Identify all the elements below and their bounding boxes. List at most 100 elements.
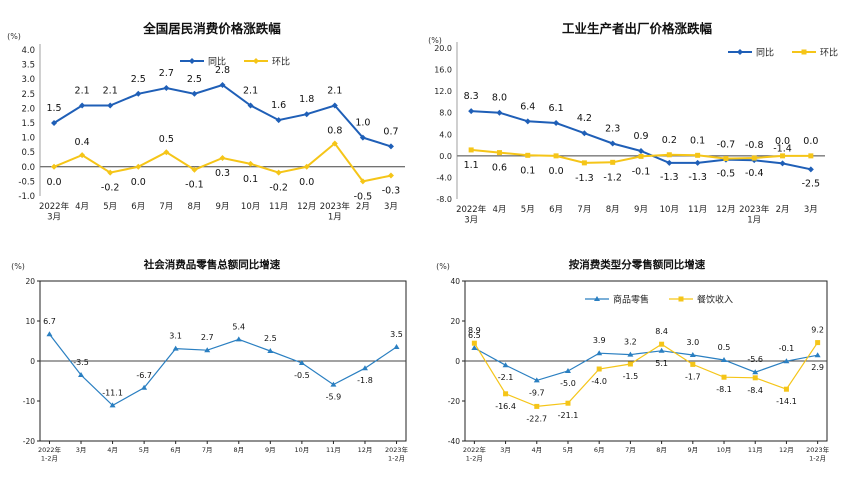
data-point: [565, 400, 571, 406]
data-point: [219, 82, 226, 89]
x-tick-label: 7月: [159, 202, 173, 212]
x-tick-label: 9月: [265, 446, 276, 454]
data-label: 6.4: [520, 101, 535, 112]
data-point: [163, 149, 170, 156]
x-tick-label: 4月: [531, 446, 542, 454]
data-label: -0.1: [185, 180, 204, 191]
data-point: [247, 102, 254, 109]
data-point: [533, 377, 540, 383]
x-tick-label: 9月: [687, 446, 698, 454]
data-point: [666, 152, 672, 158]
data-point: [690, 361, 696, 367]
data-label: -22.7: [526, 414, 547, 423]
data-label: 0.0: [549, 166, 564, 177]
data-label: 8.3: [464, 91, 479, 102]
y-tick-label: 1.0: [21, 134, 35, 144]
x-tick-label: 11月: [269, 202, 288, 212]
data-point: [387, 172, 394, 179]
data-point: [721, 374, 727, 380]
data-point: [695, 152, 701, 158]
data-point: [596, 366, 602, 372]
data-label: 0.1: [243, 174, 258, 185]
data-label: 4.2: [577, 113, 592, 124]
data-point: [752, 375, 758, 381]
x-tick-label: 3月: [47, 213, 61, 223]
x-tick-label: 3月: [76, 446, 87, 454]
data-label: -0.2: [101, 183, 120, 194]
data-point: [638, 153, 644, 159]
data-label: -0.1: [779, 344, 795, 353]
x-tick-label: 5月: [521, 205, 535, 215]
data-point: [359, 134, 366, 141]
x-tick-label: 2022年: [38, 445, 62, 454]
data-label: -2.1: [498, 373, 514, 382]
data-point: [581, 160, 587, 166]
data-label: 2.7: [201, 333, 214, 342]
y-tick-label: 0.0: [21, 163, 35, 173]
x-tick-label: 1-2月: [41, 455, 58, 463]
data-point: [638, 148, 644, 155]
data-point: [303, 111, 310, 118]
data-point: [107, 102, 114, 109]
data-label: 2.7: [159, 68, 174, 79]
data-point: [163, 84, 170, 91]
x-tick-label: 9月: [216, 202, 230, 212]
data-label: 8.4: [655, 327, 668, 336]
data-label: 9.2: [811, 326, 824, 335]
x-tick-label: 12月: [297, 202, 316, 212]
y-tick-label: 1.5: [21, 119, 35, 129]
data-point: [172, 345, 179, 351]
x-tick-label: 12月: [358, 446, 373, 454]
data-point: [564, 368, 571, 373]
x-tick-label: 2023年: [806, 445, 830, 454]
data-point: [359, 178, 366, 185]
x-tick-label: 3月: [384, 202, 398, 212]
data-point: [814, 352, 821, 358]
x-tick-label: 4月: [75, 202, 89, 212]
data-label: 0.2: [662, 135, 677, 146]
data-label: 2.8: [215, 65, 230, 76]
x-tick-label: 10月: [294, 446, 309, 454]
legend-marker: [678, 296, 684, 302]
y-tick-label: 3.5: [21, 61, 35, 71]
y-tick-label: -10: [23, 397, 35, 406]
x-tick-label: 11月: [326, 446, 341, 454]
y-tick-label: -1.0: [18, 192, 35, 202]
x-tick-label: 2022年: [463, 445, 487, 454]
data-point: [807, 166, 814, 173]
x-tick-label: 5月: [139, 446, 150, 454]
data-label: -21.1: [558, 411, 579, 420]
data-label: 0.8: [327, 125, 342, 136]
data-label: -2.5: [802, 178, 821, 189]
data-label: 3.5: [390, 330, 403, 339]
data-label: 0.0: [803, 136, 818, 147]
data-label: -0.3: [382, 186, 401, 197]
data-label: -1.2: [603, 172, 622, 183]
x-tick-label: 12月: [716, 205, 735, 215]
data-label: 3.9: [593, 336, 606, 345]
x-tick-label: 10月: [717, 446, 732, 454]
data-point: [808, 153, 814, 159]
x-tick-label: 4月: [107, 446, 118, 454]
chart-title: 按消费类型分零售额同比增速: [569, 258, 706, 271]
data-label: -0.8: [745, 140, 764, 151]
y-tick-label: 0.0: [439, 152, 452, 161]
data-point: [751, 155, 757, 161]
y-tick-label: 20: [450, 317, 460, 326]
x-tick-label: 2023年: [385, 445, 409, 454]
ppi-chart: 工业生产者出厂价格涨跌幅 (%)20.0 16.0 12.0 8.0 4.0 0.0 -4.0…: [428, 21, 838, 226]
data-label: -1.3: [688, 172, 707, 183]
data-point: [51, 120, 58, 126]
data-label: -5.0: [560, 379, 576, 388]
x-tick-label: 2023年: [739, 204, 770, 215]
data-point: [658, 347, 665, 353]
data-point: [752, 369, 759, 375]
legend-label: 环比: [820, 47, 838, 59]
data-label: 8.9: [468, 326, 481, 335]
x-tick-label: 10月: [241, 202, 260, 212]
data-label: -0.7: [717, 140, 736, 151]
data-label: 2.5: [187, 74, 202, 85]
data-point: [471, 345, 478, 350]
data-label: -3.5: [73, 358, 89, 367]
